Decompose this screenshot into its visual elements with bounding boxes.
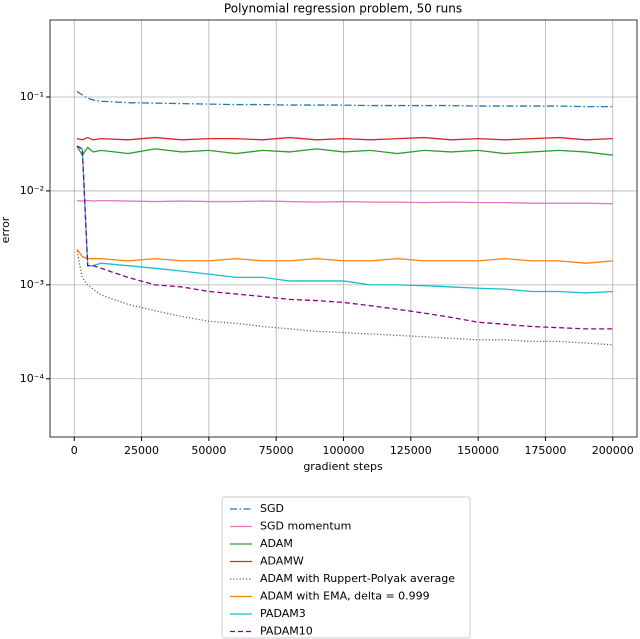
y-tick-label: 10⁻¹ <box>20 90 44 103</box>
series-line <box>76 248 613 264</box>
x-tick-label: 125000 <box>390 444 432 457</box>
y-tick-label: 10⁻⁴ <box>20 372 45 385</box>
series-line <box>76 90 613 108</box>
legend-label: PADAM3 <box>260 607 306 620</box>
legend-label: ADAM with Ruppert-Polyak average <box>260 572 455 585</box>
legend-label: ADAMW <box>260 555 304 568</box>
x-tick-label: 0 <box>71 444 78 457</box>
plot-frame <box>49 19 638 438</box>
x-tick-label: 75000 <box>259 444 294 457</box>
series-line <box>76 250 613 346</box>
series-line <box>76 136 613 141</box>
x-tick-label: 25000 <box>124 444 159 457</box>
x-tick-label: 200000 <box>592 444 634 457</box>
x-tick-label: 100000 <box>323 444 365 457</box>
x-axis-label: gradient steps <box>303 460 383 473</box>
y-tick-label: 10⁻³ <box>20 278 44 291</box>
legend-label: SGD momentum <box>260 520 351 533</box>
series-line <box>76 145 613 157</box>
x-tick-label: 150000 <box>457 444 499 457</box>
y-tick-label: 10⁻² <box>20 184 44 197</box>
chart-title: Polynomial regression problem, 50 runs <box>224 2 462 16</box>
legend-box <box>221 496 471 639</box>
x-tick-label: 175000 <box>524 444 566 457</box>
series-line <box>76 145 613 294</box>
series-line <box>76 145 613 330</box>
legend-label: PADAM10 <box>260 625 313 638</box>
series-line <box>76 199 613 205</box>
x-tick-label: 50000 <box>191 444 226 457</box>
legend-label: ADAM <box>260 537 293 550</box>
legend-label: ADAM with EMA, delta = 0.999 <box>260 590 430 603</box>
y-axis-label: error <box>0 216 12 243</box>
legend-label: SGD <box>260 502 284 515</box>
